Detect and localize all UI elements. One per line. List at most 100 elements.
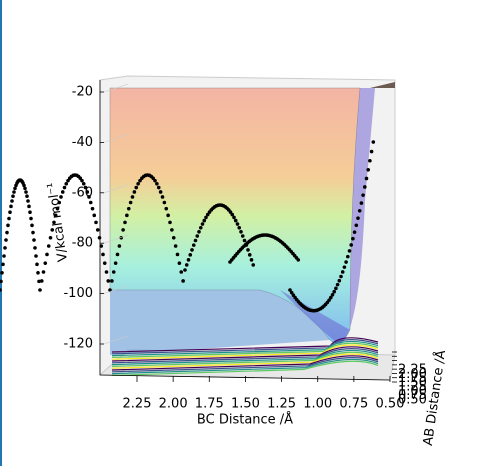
trajectory-dot — [85, 190, 90, 194]
trajectory-dot — [166, 213, 170, 218]
trajectory — [0, 140, 376, 313]
contour — [111, 353, 379, 369]
trajectory-dot — [94, 220, 98, 225]
trajectory-dot — [162, 200, 167, 205]
trajectory-dot — [35, 262, 39, 267]
trajectory-dot — [342, 265, 347, 269]
x-tick-label: 1.75 — [195, 397, 224, 412]
x-axis — [99, 374, 391, 381]
y-tick-label: 0.50 — [398, 393, 427, 408]
trajectory-dot — [87, 195, 91, 199]
trajectory-dot — [164, 206, 169, 211]
trajectory-dot — [25, 194, 29, 199]
trajectory-dot — [160, 195, 165, 199]
trajectory-dot — [177, 261, 182, 265]
trajectory-dot — [36, 270, 40, 275]
trajectory-dot — [90, 206, 95, 211]
trajectory-dot — [329, 295, 333, 300]
trajectory-dot — [136, 181, 140, 186]
z-axis-label: V/kcal mol⁻¹ — [45, 181, 71, 262]
trajectory-dot — [364, 176, 369, 181]
trajectory-dot — [184, 263, 189, 267]
trajectory-dot — [361, 193, 365, 197]
trajectory-dot — [171, 235, 176, 240]
trajectory-dot — [155, 181, 159, 186]
contour — [111, 349, 379, 366]
trajectory-dot — [45, 252, 49, 257]
trajectory-dot — [371, 140, 376, 144]
contour — [111, 355, 379, 371]
trajectory-dot — [289, 290, 294, 295]
contour — [111, 344, 379, 360]
trajectory-dot — [5, 230, 9, 235]
trajectory-dot — [57, 200, 62, 205]
trajectory-dot — [46, 244, 51, 248]
trajectory-dot — [11, 194, 15, 199]
trajectory-dot — [110, 279, 114, 283]
trajectory-dot — [0, 288, 2, 292]
trajectory-dot — [0, 270, 4, 275]
x-tick-label: 1.00 — [303, 397, 332, 412]
trajectory-dot — [55, 206, 60, 211]
trajectory-dot — [37, 279, 41, 284]
trajectory-dot — [38, 288, 42, 292]
trajectory-dot — [138, 178, 142, 183]
z-tick-label: -80 — [72, 236, 93, 251]
trajectory-dot — [251, 263, 256, 267]
trajectory-dot — [357, 208, 362, 213]
trajectory-dot — [205, 212, 210, 217]
trajectory-dot — [190, 248, 194, 252]
trajectory-dot — [198, 225, 203, 230]
trajectory-dot — [97, 235, 102, 240]
trajectory-dot — [179, 270, 184, 274]
z-tick-label: -120 — [63, 337, 93, 352]
trajectory-dot — [168, 220, 172, 225]
trajectory-dot — [92, 213, 97, 218]
trajectory-dot — [23, 186, 27, 191]
grid-line — [103, 335, 129, 345]
trajectory-dot — [359, 201, 364, 205]
y-tick-label: 0.75 — [398, 388, 427, 403]
x-tick-label: 2.25 — [123, 397, 152, 412]
trajectory-dot — [202, 218, 207, 223]
trajectory-dot — [3, 246, 7, 250]
trajectory-dot — [123, 220, 127, 225]
trajectory-dot — [249, 258, 254, 262]
trajectory-dot — [106, 279, 111, 283]
trajectory-dot — [117, 244, 122, 248]
y-tick-label: 2.25 — [398, 363, 427, 378]
trajectory-dot — [59, 195, 63, 199]
trajectory-dot — [230, 212, 235, 217]
trajectory-dot — [239, 229, 243, 234]
trajectory-dot — [363, 185, 367, 189]
trajectory-dot — [334, 286, 338, 291]
trajectory-dot — [108, 288, 112, 292]
trajectory-dot — [344, 260, 348, 264]
trajectory-dot — [173, 244, 178, 248]
trajectory-dot — [33, 246, 37, 250]
trajectory-dot — [30, 223, 34, 228]
contour — [111, 351, 379, 367]
trajectory-dot — [340, 270, 345, 274]
trajectory-dot — [369, 149, 374, 154]
trajectory-dot — [246, 248, 250, 252]
trajectory-dot — [41, 270, 46, 274]
trajectory-dot — [12, 190, 16, 194]
contour — [111, 348, 379, 364]
trajectory-dot — [339, 274, 343, 279]
trajectory-dot — [181, 279, 185, 283]
trajectory-dot — [121, 228, 125, 232]
x-axis-label: BC Distance /Å — [197, 412, 293, 428]
edge-bar — [0, 0, 2, 466]
trajectory-dot — [10, 199, 14, 203]
trajectory-dot — [111, 270, 116, 274]
contours — [111, 337, 379, 376]
trajectory-dot — [186, 258, 191, 262]
trajectory-dot — [132, 190, 137, 194]
trajectory-dot — [24, 190, 28, 194]
trajectory-dot — [354, 223, 359, 228]
grid-line — [103, 234, 129, 244]
trajectory-dot — [351, 236, 355, 241]
y-tick-label: 1.00 — [398, 384, 427, 399]
trajectory-dot — [296, 258, 301, 262]
